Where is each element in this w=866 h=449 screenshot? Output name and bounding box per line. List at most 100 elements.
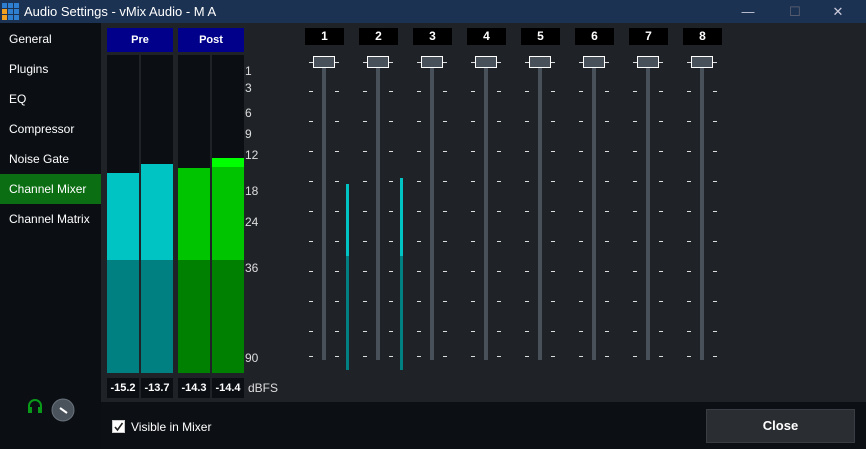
fader-tick <box>551 301 555 302</box>
fader-tick <box>579 91 583 92</box>
headphones-icon[interactable] <box>27 398 43 414</box>
fader-tick <box>335 62 339 63</box>
close-button[interactable]: Close <box>706 409 855 443</box>
channel-header: 6 <box>575 28 614 45</box>
fader-tick <box>443 211 447 212</box>
fader-tick <box>497 331 501 332</box>
fader-track[interactable] <box>430 62 434 360</box>
fader-tick <box>713 211 717 212</box>
fader-knob[interactable] <box>367 56 389 68</box>
fader-tick <box>579 211 583 212</box>
fader-knob[interactable] <box>637 56 659 68</box>
fader-tick <box>309 356 313 357</box>
sidebar-item-plugins[interactable]: Plugins <box>9 62 49 76</box>
fader-tick <box>659 331 663 332</box>
app-icon <box>2 3 19 20</box>
fader-tick <box>713 91 717 92</box>
fader-tick <box>525 211 529 212</box>
fader-tick <box>471 91 475 92</box>
fader-tick <box>605 121 609 122</box>
fader-tick <box>605 62 609 63</box>
sidebar-item-general[interactable]: General <box>9 32 52 46</box>
fader-tick <box>579 331 583 332</box>
scale-label: 24 <box>245 215 259 229</box>
fader-tick <box>335 301 339 302</box>
fader-tick <box>335 151 339 152</box>
channel-header: 5 <box>521 28 560 45</box>
fader-tick <box>525 271 529 272</box>
fader-tick <box>309 301 313 302</box>
fader-tick <box>335 241 339 242</box>
fader-tick <box>713 151 717 152</box>
fader-tick <box>443 241 447 242</box>
sidebar-item-noise-gate[interactable]: Noise Gate <box>9 152 70 166</box>
fader-tick <box>551 151 555 152</box>
fader-tick <box>443 151 447 152</box>
fader-tick <box>497 91 501 92</box>
fader-tick <box>389 241 393 242</box>
fader-knob[interactable] <box>313 56 335 68</box>
fader-track[interactable] <box>376 62 380 360</box>
fader-tick <box>525 356 529 357</box>
fader-knob[interactable] <box>475 56 497 68</box>
fader-tick <box>309 241 313 242</box>
scale-label: 90 <box>245 351 259 365</box>
sidebar-item-channel-matrix[interactable]: Channel Matrix <box>9 212 90 226</box>
fader-track[interactable] <box>484 62 488 360</box>
fader-tick <box>471 62 475 63</box>
fader-tick <box>471 301 475 302</box>
scale-label: 12 <box>245 148 259 162</box>
meter-fill <box>178 168 210 260</box>
fader-track[interactable] <box>700 62 704 360</box>
channel-header: 1 <box>305 28 344 45</box>
fader-tick <box>605 181 609 182</box>
visible-in-mixer-label[interactable]: Visible in Mixer <box>131 420 212 434</box>
fader-tick <box>579 181 583 182</box>
fader-tick <box>389 151 393 152</box>
close-window-button[interactable]: ✕ <box>832 4 844 19</box>
fader-knob[interactable] <box>421 56 443 68</box>
minimize-button[interactable]: — <box>741 4 755 19</box>
fader-tick <box>363 241 367 242</box>
fader-tick <box>659 211 663 212</box>
meter-peak <box>212 158 244 167</box>
fader-knob[interactable] <box>691 56 713 68</box>
fader-tick <box>417 151 421 152</box>
fader-tick <box>417 301 421 302</box>
fader-track[interactable] <box>538 62 542 360</box>
fader-tick <box>335 91 339 92</box>
fader-tick <box>687 241 691 242</box>
meter-fill <box>107 173 139 260</box>
fader-tick <box>309 91 313 92</box>
fader-tick <box>659 62 663 63</box>
title-bar: Audio Settings - vMix Audio - M A — ☐ ✕ <box>0 0 866 23</box>
fader-knob[interactable] <box>529 56 551 68</box>
fader-tick <box>497 356 501 357</box>
fader-tick <box>687 331 691 332</box>
fader-tick <box>687 301 691 302</box>
fader-tick <box>471 151 475 152</box>
fader-tick <box>579 62 583 63</box>
fader-track[interactable] <box>592 62 596 360</box>
sidebar-item-channel-mixer[interactable]: Channel Mixer <box>0 174 101 204</box>
fader-tick <box>605 151 609 152</box>
sidebar-item-eq[interactable]: EQ <box>9 92 27 106</box>
fader-tick <box>443 356 447 357</box>
volume-knob-icon[interactable] <box>51 398 75 422</box>
fader-tick <box>417 271 421 272</box>
fader-tick <box>389 211 393 212</box>
fader-tick <box>605 301 609 302</box>
fader-tick <box>417 331 421 332</box>
sidebar-item-compressor[interactable]: Compressor <box>9 122 75 136</box>
window-title: Audio Settings - vMix Audio - M A <box>24 4 217 19</box>
fader-tick <box>497 271 501 272</box>
fader-track[interactable] <box>646 62 650 360</box>
maximize-button[interactable]: ☐ <box>789 4 801 19</box>
visible-in-mixer-checkbox[interactable] <box>112 420 125 433</box>
fader-tick <box>363 62 367 63</box>
fader-knob[interactable] <box>583 56 605 68</box>
fader-tick <box>309 181 313 182</box>
fader-tick <box>551 62 555 63</box>
fader-track[interactable] <box>322 62 326 360</box>
fader-tick <box>363 181 367 182</box>
